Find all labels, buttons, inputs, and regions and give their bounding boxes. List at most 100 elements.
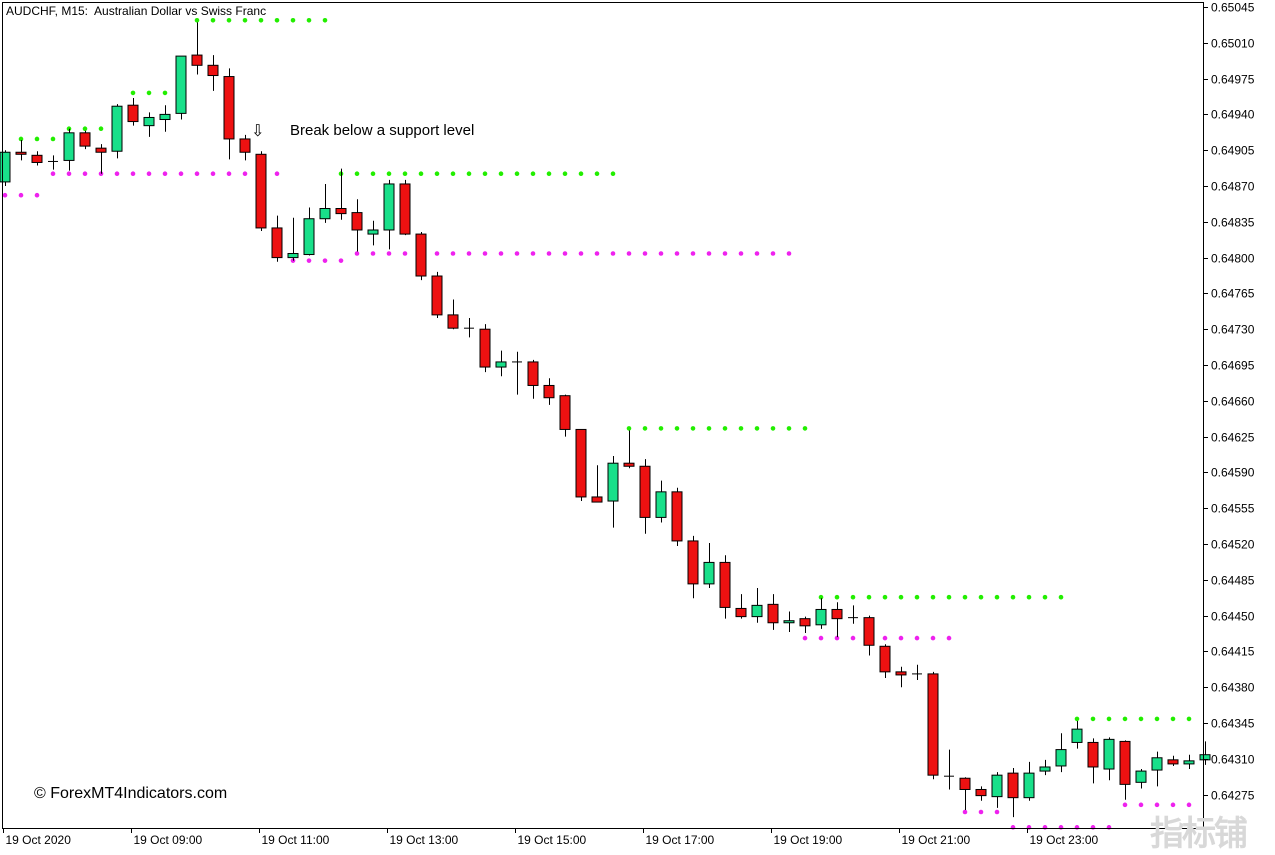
resistance-dot [914,594,920,600]
support-dot [482,251,488,256]
y-tick-label: 0.65010 [1211,37,1255,51]
resistance-dot [594,171,600,177]
support-dot [434,251,440,256]
candle-body [1087,741,1099,768]
candle-body [815,608,827,626]
support-dot [658,251,664,256]
bear-candle [95,144,107,174]
candle-body [655,491,667,518]
y-tick-label: 0.64380 [1211,681,1255,695]
support-dot [1154,802,1160,808]
candle-body [623,462,635,467]
bull-candle [1183,754,1195,770]
bear-candle [767,594,779,630]
candle-body [143,116,155,127]
resistance-dot [994,594,1000,600]
candle-body [495,361,507,368]
support-dot [994,809,1000,815]
support-dot [578,251,584,256]
support-dot [210,171,216,177]
y-tick-label: 0.65045 [1211,1,1255,15]
resistance-dot [290,17,296,23]
support-dot [882,635,888,641]
candle-body [751,604,763,618]
support-dot [642,251,648,256]
bull-candle [143,112,155,137]
resistance-dot [210,17,216,23]
x-tick-label: 19 Oct 2020 [6,833,72,847]
bear-candle [831,602,843,638]
support-dot [546,251,552,256]
candle-body [111,105,123,152]
down-arrow-icon: ⇩ [251,121,265,140]
bull-candle [944,749,954,790]
bull-candle [495,350,507,377]
candle-body [1071,728,1083,743]
candle-body [367,229,379,235]
resistance-dot [418,171,424,177]
bull-candle [912,664,922,681]
resistance-dot [1170,716,1176,722]
y-tick-label: 0.64485 [1211,574,1255,588]
y-tick-label: 0.64975 [1211,73,1255,87]
resistance-dot [162,90,168,96]
candle-body [159,113,171,121]
y-tick-label: 0.64870 [1211,180,1255,194]
bear-candle [447,299,459,330]
bull-candle [1023,761,1035,801]
resistance-dot [34,136,40,142]
candle-body [719,561,731,608]
support-dot [1186,802,1192,808]
candle-body [383,183,395,231]
candle-body [975,788,987,797]
resistance-dot [866,594,872,600]
candle-body [31,154,43,163]
resistance-dot [562,171,568,177]
bull-candle [175,55,187,120]
resistance-dot [130,90,136,96]
resistance-dot [898,594,904,600]
resistance-dot [434,171,440,177]
bear-candle [399,179,411,236]
y-tick-label: 0.64520 [1211,538,1255,552]
bear-candle [464,317,474,338]
candle-body [1183,760,1195,765]
candle-body [831,608,843,620]
candle-body [95,147,107,153]
bull-candle [1135,769,1147,789]
support-dot [850,635,856,641]
bull-candle [703,542,715,588]
resistance-dot [610,171,616,177]
candle-body [79,132,91,147]
resistance-dot [514,171,520,177]
bull-candle [0,150,11,186]
bull-candle [1199,741,1211,765]
candle-body [479,328,491,368]
bear-candle [591,465,603,503]
candle-body [239,138,251,153]
y-tick-label: 0.64590 [1211,466,1255,480]
bear-candle [223,68,235,160]
support-dot [594,251,600,256]
candle-body [863,617,875,646]
resistance-dot [722,426,728,431]
resistance-dot [530,171,536,177]
resistance-dot [1186,716,1192,722]
candle-body [639,465,651,518]
support-dot [626,251,632,256]
bear-candle [415,232,427,281]
candle-body [1039,766,1051,772]
x-tick-label: 19 Oct 15:00 [518,833,587,847]
candle-body [1023,772,1035,799]
bull-candle [815,598,827,629]
candle-body [991,774,1003,798]
bear-candle [1167,755,1179,766]
resistance-dot [786,426,792,431]
support-dot [338,258,344,263]
support-dot [1170,802,1176,808]
bear-candle [559,394,571,437]
candle-body [175,55,187,114]
candle-body [1055,749,1067,767]
